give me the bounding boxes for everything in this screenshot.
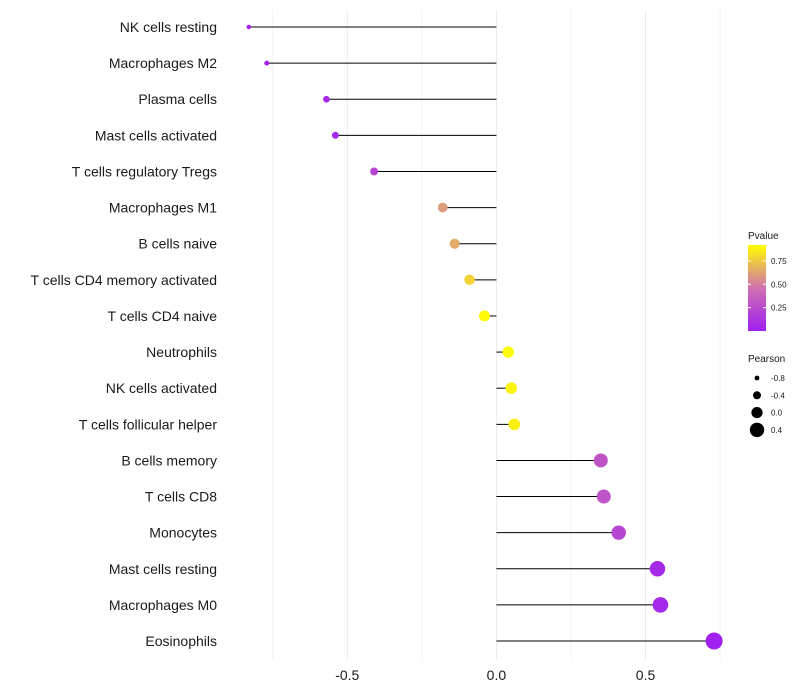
- lollipop-row: [479, 310, 497, 322]
- lollipop-row: [370, 167, 497, 176]
- lollipop-row: [496, 382, 518, 395]
- category-label: Monocytes: [149, 525, 217, 541]
- lollipop-point: [437, 202, 448, 213]
- pearson-size-label: -0.8: [771, 374, 785, 383]
- category-label: Plasma cells: [138, 91, 217, 107]
- category-label: NK cells resting: [120, 19, 217, 35]
- lollipop-point: [652, 597, 669, 613]
- lollipop-row: [496, 561, 666, 577]
- lollipop-point: [649, 561, 666, 577]
- lollipop-row: [323, 95, 497, 103]
- pearson-size-label: 0.4: [771, 426, 783, 435]
- category-label: B cells memory: [121, 452, 217, 468]
- pearson-size-key: [753, 391, 761, 400]
- lollipop-point: [464, 274, 475, 286]
- lollipop-row: [496, 525, 626, 540]
- lollipop-row: [496, 597, 669, 613]
- category-label: Neutrophils: [146, 344, 217, 360]
- lollipop-point: [331, 131, 339, 139]
- lollipop-point: [449, 238, 460, 249]
- category-label: B cells naive: [138, 236, 217, 252]
- lollipop-point: [370, 167, 379, 176]
- category-label: T cells CD8: [145, 489, 217, 505]
- pvalue-tick-label: 0.50: [771, 280, 787, 289]
- lollipop-point: [593, 453, 608, 468]
- pvalue-tick-label: 0.25: [771, 304, 787, 313]
- lollipop-point: [705, 632, 723, 650]
- category-label: Macrophages M0: [109, 597, 217, 613]
- lollipop-point: [596, 489, 611, 504]
- lollipop-point: [246, 24, 252, 30]
- pearson-size-key: [749, 422, 765, 438]
- lollipop-point: [611, 525, 626, 540]
- category-label: Macrophages M1: [109, 200, 217, 216]
- pvalue-colorbar: [748, 245, 766, 331]
- lollipop-row: [437, 202, 497, 213]
- category-label: Macrophages M2: [109, 55, 217, 71]
- category-label: T cells CD4 memory activated: [31, 272, 217, 288]
- lollipop-row: [496, 453, 608, 468]
- lollipop-row: [449, 238, 497, 249]
- category-label: Mast cells activated: [95, 127, 217, 143]
- legend-pvalue-title: Pvalue: [748, 231, 779, 242]
- category-label: T cells regulatory Tregs: [72, 163, 217, 179]
- category-label: NK cells activated: [106, 380, 217, 396]
- lollipop-row: [246, 24, 497, 30]
- lollipop-point: [505, 382, 518, 395]
- lollipop-row: [464, 274, 497, 286]
- pearson-size-label: 0.0: [771, 409, 783, 418]
- lollipop-point: [323, 95, 330, 103]
- pearson-size-key: [751, 407, 763, 419]
- lollipop-point: [502, 346, 515, 358]
- x-tick-label: -0.5: [335, 667, 359, 683]
- category-label: Eosinophils: [145, 633, 217, 649]
- x-tick-label: 0.5: [636, 667, 656, 683]
- lollipop-row: [496, 632, 723, 650]
- category-label: T cells CD4 naive: [108, 308, 218, 324]
- legend-pearson-title: Pearson: [748, 354, 785, 365]
- lollipop-row: [264, 60, 497, 66]
- category-label: Mast cells resting: [109, 561, 217, 577]
- lollipop-row: [496, 346, 515, 358]
- pvalue-tick-label: 0.75: [771, 257, 787, 266]
- lollipop-row: [496, 418, 521, 431]
- pearson-size-key: [754, 375, 760, 381]
- lollipop-point: [479, 310, 490, 322]
- lollipop-row: [496, 489, 611, 504]
- lollipop-point: [508, 418, 521, 431]
- x-tick-label: 0.0: [487, 667, 507, 683]
- category-label: T cells follicular helper: [79, 416, 218, 432]
- lollipop-row: [331, 131, 497, 139]
- gridlines: [272, 10, 721, 660]
- pearson-size-label: -0.4: [771, 391, 785, 400]
- lollipop-point: [264, 60, 270, 66]
